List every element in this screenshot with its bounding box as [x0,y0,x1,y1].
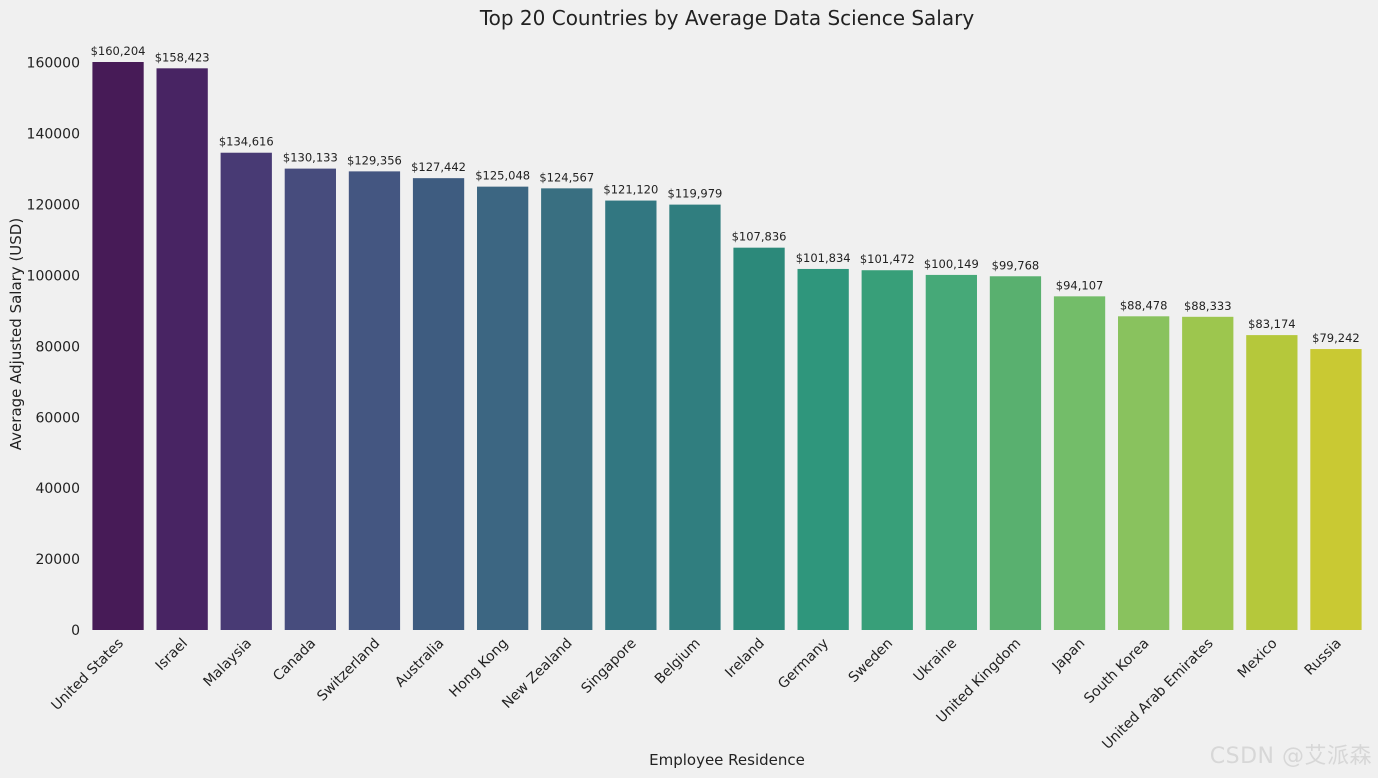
x-tick-label: Mexico [1235,636,1281,682]
x-tick-label: Hong Kong [446,636,511,701]
x-tick-label: Russia [1302,636,1345,679]
x-tick-label: Sweden [846,636,896,686]
x-tick-label: Germany [775,636,832,693]
y-axis-ticks: 0 20000 40000 60000 80000 100000 120000 140000 1… [27,56,80,639]
x-tick-label: Canada [270,636,319,685]
x-tick-label: Ukraine [911,636,961,686]
y-tick-label: 40000 [35,481,80,497]
x-tick-label: Japan [1049,636,1089,676]
bar [1182,316,1234,630]
bar [1053,296,1106,630]
bar [1246,335,1298,630]
x-axis-ticks: United States Israel Malaysia CanadaSwitzer… [49,636,1345,753]
value-label: $127,442 [411,160,466,174]
value-labels: $160,204 $158,423 $134,616 $130,133 $129,356… [91,44,1360,345]
x-tick-label: Switzerland [314,636,383,705]
x-axis-label: Employee Residence [649,751,805,769]
value-label: $88,478 [1120,298,1168,312]
value-label: $119,979 [668,187,723,201]
value-label: $79,242 [1312,331,1360,345]
x-tick-label: Belgium [652,636,704,688]
bar [412,178,465,631]
value-label: $94,107 [1056,278,1104,292]
value-label: $107,836 [732,230,787,244]
value-label: $99,768 [992,258,1040,272]
y-tick-label: 100000 [27,268,80,284]
y-tick-label: 0 [71,623,80,639]
bar [156,68,208,630]
y-axis-label: Average Adjusted Salary (USD) [7,218,25,450]
y-tick-label: 160000 [27,56,80,72]
value-label: $88,333 [1184,299,1232,313]
watermark: CSDN @艾派森 [1209,744,1372,769]
x-tick-label: Singapore [578,636,639,697]
x-tick-label: United States [49,636,127,714]
value-label: $101,472 [860,252,915,266]
x-tick-label: Australia [392,636,447,691]
x-tick-label: United Arab Emirates [1099,636,1216,753]
bar [348,171,401,630]
y-tick-label: 60000 [35,410,80,426]
bar [1310,349,1362,630]
bar [605,200,657,630]
bar [92,62,144,630]
x-tick-label: South Korea [1081,636,1152,707]
bar [861,270,913,630]
value-label: $100,149 [924,257,979,271]
bar [1118,316,1170,630]
y-tick-label: 140000 [27,127,80,143]
bar [669,204,721,630]
value-label: $129,356 [347,153,402,167]
bar [733,247,785,630]
y-tick-label: 120000 [27,198,80,214]
bar [797,268,849,630]
x-tick-label: Malaysia [200,636,255,691]
y-tick-label: 80000 [35,339,80,355]
value-label: $124,567 [539,170,594,184]
bar [989,276,1042,630]
value-label: $101,834 [796,251,851,265]
y-tick-label: 20000 [35,552,80,568]
value-label: $160,204 [91,44,146,58]
bars [92,62,1362,631]
bar [220,152,272,630]
value-label: $83,174 [1248,317,1296,331]
x-tick-label: Israel [153,636,191,674]
bar [925,274,977,630]
bar [477,186,529,630]
bar [541,188,593,630]
value-label: $158,423 [155,50,210,64]
x-tick-label: Ireland [722,636,768,682]
value-label: $134,616 [219,135,274,149]
value-label: $121,120 [603,183,658,197]
value-label: $125,048 [475,169,530,183]
chart-title: Top 20 Countries by Average Data Science… [479,6,975,30]
bar [284,168,336,630]
value-label: $130,133 [283,151,338,165]
